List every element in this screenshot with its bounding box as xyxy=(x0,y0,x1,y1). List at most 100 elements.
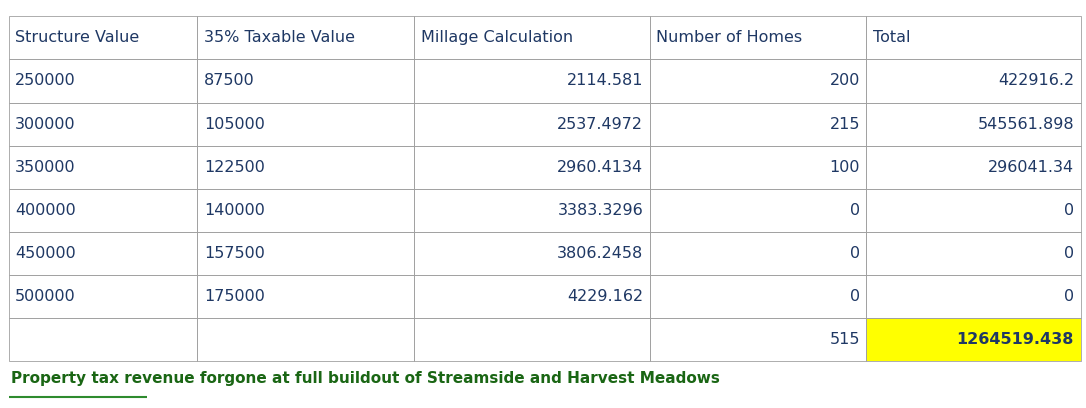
Bar xyxy=(649,232,867,275)
Bar xyxy=(9,102,198,146)
Text: 3383.3296: 3383.3296 xyxy=(557,203,643,218)
Bar xyxy=(649,318,867,361)
Text: 200: 200 xyxy=(830,73,860,89)
Bar xyxy=(9,60,198,102)
Text: 422916.2: 422916.2 xyxy=(998,73,1074,89)
Text: 545561.898: 545561.898 xyxy=(977,117,1074,131)
Bar xyxy=(867,318,1081,361)
Bar xyxy=(198,60,414,102)
Text: Structure Value: Structure Value xyxy=(15,30,139,45)
Bar xyxy=(649,60,867,102)
Bar xyxy=(414,60,649,102)
Bar xyxy=(867,188,1081,232)
Bar xyxy=(414,60,649,102)
Bar xyxy=(649,16,867,60)
Text: 500000: 500000 xyxy=(15,289,76,304)
Bar xyxy=(649,188,867,232)
Text: 157500: 157500 xyxy=(204,246,265,261)
Text: 350000: 350000 xyxy=(15,160,76,175)
Bar xyxy=(198,146,414,188)
Bar xyxy=(198,318,414,361)
Bar xyxy=(9,102,198,146)
Bar xyxy=(198,275,414,318)
Bar xyxy=(9,188,198,232)
Text: 515: 515 xyxy=(830,332,860,347)
Bar xyxy=(867,102,1081,146)
Bar xyxy=(198,102,414,146)
Bar xyxy=(9,318,198,361)
Text: 2114.581: 2114.581 xyxy=(567,73,643,89)
Bar xyxy=(9,318,198,361)
Bar xyxy=(414,232,649,275)
Bar xyxy=(649,60,867,102)
Bar xyxy=(198,188,414,232)
Bar xyxy=(414,146,649,188)
Text: 0: 0 xyxy=(850,203,860,218)
Text: 300000: 300000 xyxy=(15,117,76,131)
Bar xyxy=(9,16,198,60)
Text: Total: Total xyxy=(873,30,910,45)
Text: 122500: 122500 xyxy=(204,160,265,175)
Text: Number of Homes: Number of Homes xyxy=(656,30,803,45)
Bar xyxy=(649,146,867,188)
Bar xyxy=(9,146,198,188)
Bar xyxy=(9,16,198,60)
Bar xyxy=(867,275,1081,318)
Bar xyxy=(414,188,649,232)
Bar xyxy=(198,60,414,102)
Bar xyxy=(198,232,414,275)
Bar xyxy=(198,318,414,361)
Bar xyxy=(198,275,414,318)
Text: Property tax revenue forgone at full buildout of Streamside and Harvest Meadows: Property tax revenue forgone at full bui… xyxy=(11,370,720,386)
Text: 0: 0 xyxy=(1064,203,1074,218)
Text: 2960.4134: 2960.4134 xyxy=(557,160,643,175)
Bar xyxy=(649,146,867,188)
Bar xyxy=(198,102,414,146)
Bar xyxy=(649,188,867,232)
Bar xyxy=(867,16,1081,60)
Bar xyxy=(649,102,867,146)
Bar xyxy=(649,16,867,60)
Bar xyxy=(9,188,198,232)
Text: 140000: 140000 xyxy=(204,203,265,218)
Bar xyxy=(867,232,1081,275)
Bar xyxy=(9,275,198,318)
Text: 3806.2458: 3806.2458 xyxy=(557,246,643,261)
Bar xyxy=(9,60,198,102)
Text: Millage Calculation: Millage Calculation xyxy=(420,30,572,45)
Text: 1264519.438: 1264519.438 xyxy=(957,332,1074,347)
Bar xyxy=(867,146,1081,188)
Bar xyxy=(867,146,1081,188)
Text: 296041.34: 296041.34 xyxy=(988,160,1074,175)
Bar xyxy=(414,318,649,361)
Bar xyxy=(649,318,867,361)
Bar xyxy=(9,232,198,275)
Bar xyxy=(198,146,414,188)
Bar xyxy=(867,188,1081,232)
Text: 0: 0 xyxy=(850,289,860,304)
Bar xyxy=(414,232,649,275)
Bar xyxy=(867,60,1081,102)
Bar xyxy=(198,188,414,232)
Text: 87500: 87500 xyxy=(204,73,254,89)
Bar xyxy=(414,275,649,318)
Bar xyxy=(867,275,1081,318)
Text: 35% Taxable Value: 35% Taxable Value xyxy=(204,30,355,45)
Bar xyxy=(867,102,1081,146)
Bar xyxy=(867,60,1081,102)
Text: 4229.162: 4229.162 xyxy=(567,289,643,304)
Text: 0: 0 xyxy=(1064,246,1074,261)
Text: 400000: 400000 xyxy=(15,203,76,218)
Bar xyxy=(9,232,198,275)
Text: 215: 215 xyxy=(830,117,860,131)
Bar xyxy=(649,232,867,275)
Bar xyxy=(867,232,1081,275)
Bar xyxy=(414,146,649,188)
Bar xyxy=(198,16,414,60)
Bar xyxy=(9,146,198,188)
Text: 175000: 175000 xyxy=(204,289,265,304)
Bar xyxy=(198,16,414,60)
Bar xyxy=(414,275,649,318)
Text: 100: 100 xyxy=(830,160,860,175)
Bar xyxy=(414,16,649,60)
